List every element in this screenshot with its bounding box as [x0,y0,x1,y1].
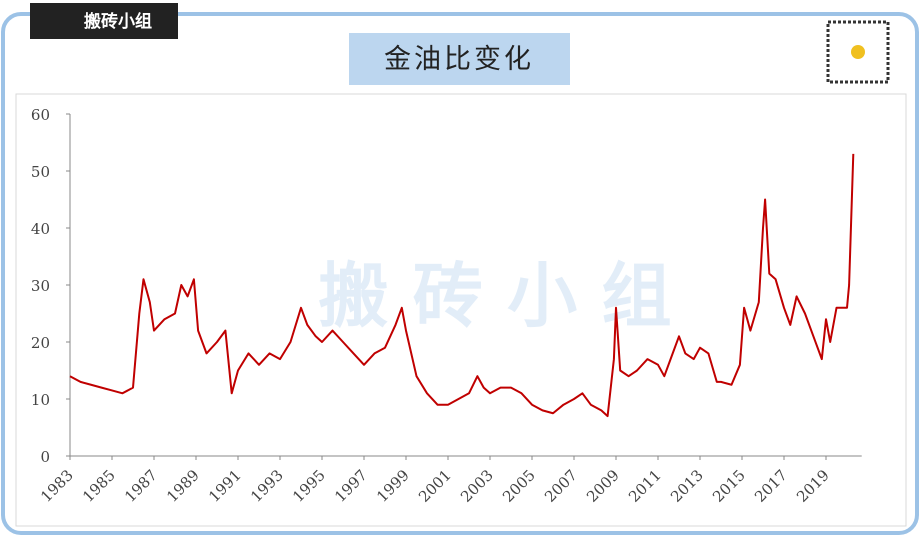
y-tick-label: 20 [31,334,50,352]
y-tick-label: 50 [31,163,50,181]
title-box [349,33,570,85]
y-tick-label: 10 [31,391,50,409]
y-tick-label: 40 [31,220,50,238]
series-line [69,153,855,418]
watermark: 搬 砖 小 组 [318,255,671,337]
plot-frame [15,93,907,527]
logo: 搬砖小组 [84,11,152,32]
qr-logo [851,45,865,59]
chart-title: 金油比变化 [384,44,534,75]
y-tick-label: 30 [31,277,50,295]
y-tick-label: 0 [40,448,50,466]
logo-box [30,3,178,39]
y-tick-label: 60 [31,106,50,124]
